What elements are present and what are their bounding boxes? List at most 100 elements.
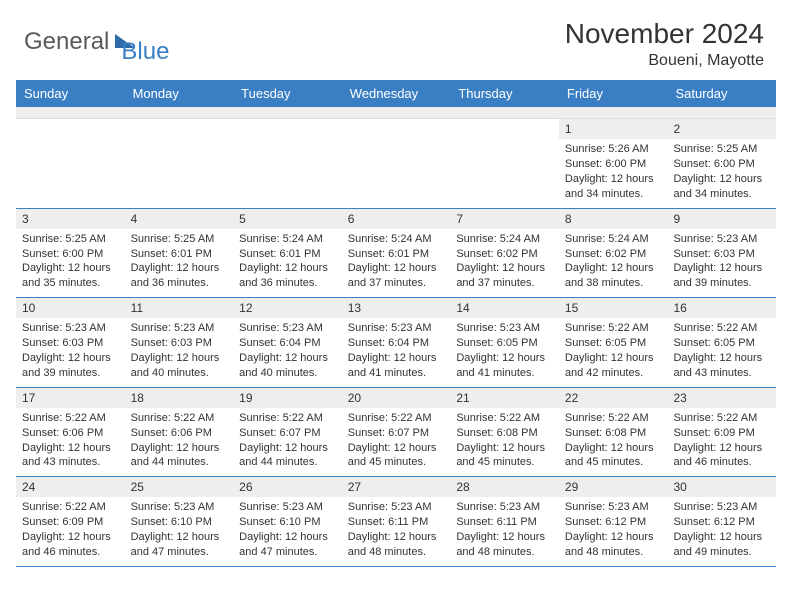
- daylight-text: and 47 minutes.: [131, 545, 228, 560]
- calendar: Sunday Monday Tuesday Wednesday Thursday…: [16, 80, 776, 567]
- daylight-text: and 43 minutes.: [22, 455, 119, 470]
- day-number: 18: [125, 388, 234, 408]
- sunset-text: Sunset: 6:12 PM: [565, 515, 662, 530]
- sunrise-text: Sunrise: 5:23 AM: [673, 232, 770, 247]
- day-number: 8: [559, 209, 668, 229]
- daylight-text: and 39 minutes.: [673, 276, 770, 291]
- daylight-text: and 44 minutes.: [131, 455, 228, 470]
- day-number: 1: [559, 119, 668, 139]
- day-cell: 3Sunrise: 5:25 AMSunset: 6:00 PMDaylight…: [16, 209, 125, 298]
- daylight-text: Daylight: 12 hours: [565, 261, 662, 276]
- daylight-text: and 39 minutes.: [22, 366, 119, 381]
- daylight-text: and 45 minutes.: [456, 455, 553, 470]
- header-spacer: [16, 107, 776, 119]
- sunrise-text: Sunrise: 5:22 AM: [131, 411, 228, 426]
- sunrise-text: Sunrise: 5:24 AM: [565, 232, 662, 247]
- daylight-text: and 46 minutes.: [673, 455, 770, 470]
- daylight-text: Daylight: 12 hours: [673, 261, 770, 276]
- day-cell: 4Sunrise: 5:25 AMSunset: 6:01 PMDaylight…: [125, 209, 234, 298]
- sunrise-text: Sunrise: 5:24 AM: [348, 232, 445, 247]
- sunset-text: Sunset: 6:08 PM: [565, 426, 662, 441]
- day-number: 16: [667, 298, 776, 318]
- daylight-text: Daylight: 12 hours: [239, 261, 336, 276]
- day-cell: 27 Sunrise: 5:23 AMSunset: 6:11 PMDayligh…: [342, 477, 451, 566]
- day-cell-empty: [342, 119, 451, 208]
- day-cell: 28Sunrise: 5:23 AMSunset: 6:11 PMDayligh…: [450, 477, 559, 566]
- sunset-text: Sunset: 6:01 PM: [239, 247, 336, 262]
- sunset-text: Sunset: 6:00 PM: [673, 157, 770, 172]
- sunrise-text: Sunrise: 5:23 AM: [565, 500, 662, 515]
- daylight-text: Daylight: 12 hours: [565, 441, 662, 456]
- daylight-text: and 34 minutes.: [673, 187, 770, 202]
- sunset-text: Sunset: 6:02 PM: [565, 247, 662, 262]
- sunrise-text: Sunrise: 5:25 AM: [22, 232, 119, 247]
- day-number: 6: [342, 209, 451, 229]
- day-cell: 26Sunrise: 5:23 AMSunset: 6:10 PMDayligh…: [233, 477, 342, 566]
- day-number: 22: [559, 388, 668, 408]
- daylight-text: Daylight: 12 hours: [22, 351, 119, 366]
- page-header: General Blue November 2024 Boueni, Mayot…: [0, 0, 792, 80]
- day-cell: 7Sunrise: 5:24 AMSunset: 6:02 PMDaylight…: [450, 209, 559, 298]
- sunset-text: Sunset: 6:12 PM: [673, 515, 770, 530]
- day-cell: 18Sunrise: 5:22 AMSunset: 6:06 PMDayligh…: [125, 388, 234, 477]
- daylight-text: Daylight: 12 hours: [456, 441, 553, 456]
- daylight-text: and 36 minutes.: [131, 276, 228, 291]
- daylight-text: Daylight: 12 hours: [239, 530, 336, 545]
- daylight-text: and 48 minutes.: [348, 545, 445, 560]
- sunset-text: Sunset: 6:06 PM: [131, 426, 228, 441]
- head-friday: Friday: [559, 80, 668, 107]
- sunset-text: Sunset: 6:09 PM: [22, 515, 119, 530]
- daylight-text: and 47 minutes.: [239, 545, 336, 560]
- daylight-text: Daylight: 12 hours: [348, 530, 445, 545]
- daylight-text: and 49 minutes.: [673, 545, 770, 560]
- day-cell: 17Sunrise: 5:22 AMSunset: 6:06 PMDayligh…: [16, 388, 125, 477]
- day-headers: Sunday Monday Tuesday Wednesday Thursday…: [16, 80, 776, 107]
- daylight-text: and 36 minutes.: [239, 276, 336, 291]
- daylight-text: and 37 minutes.: [456, 276, 553, 291]
- sunset-text: Sunset: 6:01 PM: [348, 247, 445, 262]
- sunset-text: Sunset: 6:10 PM: [239, 515, 336, 530]
- day-cell: 5Sunrise: 5:24 AMSunset: 6:01 PMDaylight…: [233, 209, 342, 298]
- day-cell-empty: [16, 119, 125, 208]
- day-cell: 13Sunrise: 5:23 AMSunset: 6:04 PMDayligh…: [342, 298, 451, 387]
- day-number: 12: [233, 298, 342, 318]
- daylight-text: Daylight: 12 hours: [673, 530, 770, 545]
- day-cell: 9Sunrise: 5:23 AMSunset: 6:03 PMDaylight…: [667, 209, 776, 298]
- day-cell: 25Sunrise: 5:23 AMSunset: 6:10 PMDayligh…: [125, 477, 234, 566]
- day-cell: 6Sunrise: 5:24 AMSunset: 6:01 PMDaylight…: [342, 209, 451, 298]
- day-number: 15: [559, 298, 668, 318]
- sunset-text: Sunset: 6:03 PM: [22, 336, 119, 351]
- day-number: 14: [450, 298, 559, 318]
- title-block: November 2024 Boueni, Mayotte: [565, 18, 764, 70]
- day-number: 19: [233, 388, 342, 408]
- day-number: 24: [16, 477, 125, 497]
- week-row: 24Sunrise: 5:22 AMSunset: 6:09 PMDayligh…: [16, 477, 776, 567]
- sunset-text: Sunset: 6:11 PM: [348, 515, 445, 530]
- day-number: 13: [342, 298, 451, 318]
- logo: General Blue: [24, 18, 169, 66]
- day-cell: 1Sunrise: 5:26 AMSunset: 6:00 PMDaylight…: [559, 119, 668, 208]
- head-thursday: Thursday: [450, 80, 559, 107]
- sunrise-text: Sunrise: 5:23 AM: [348, 500, 445, 515]
- daylight-text: and 35 minutes.: [22, 276, 119, 291]
- daylight-text: Daylight: 12 hours: [565, 530, 662, 545]
- daylight-text: and 44 minutes.: [239, 455, 336, 470]
- daylight-text: Daylight: 12 hours: [131, 351, 228, 366]
- head-tuesday: Tuesday: [233, 80, 342, 107]
- sunrise-text: Sunrise: 5:23 AM: [239, 500, 336, 515]
- day-number: 23: [667, 388, 776, 408]
- daylight-text: Daylight: 12 hours: [673, 441, 770, 456]
- daylight-text: and 34 minutes.: [565, 187, 662, 202]
- day-cell: 11Sunrise: 5:23 AMSunset: 6:03 PMDayligh…: [125, 298, 234, 387]
- sunset-text: Sunset: 6:09 PM: [673, 426, 770, 441]
- sunrise-text: Sunrise: 5:23 AM: [131, 500, 228, 515]
- day-number: 27: [342, 477, 451, 497]
- day-cell: 16Sunrise: 5:22 AMSunset: 6:05 PMDayligh…: [667, 298, 776, 387]
- daylight-text: Daylight: 12 hours: [673, 351, 770, 366]
- week-row: 17Sunrise: 5:22 AMSunset: 6:06 PMDayligh…: [16, 388, 776, 478]
- daylight-text: Daylight: 12 hours: [565, 172, 662, 187]
- daylight-text: Daylight: 12 hours: [456, 530, 553, 545]
- sunrise-text: Sunrise: 5:22 AM: [673, 321, 770, 336]
- day-cell: 19Sunrise: 5:22 AMSunset: 6:07 PMDayligh…: [233, 388, 342, 477]
- daylight-text: and 40 minutes.: [239, 366, 336, 381]
